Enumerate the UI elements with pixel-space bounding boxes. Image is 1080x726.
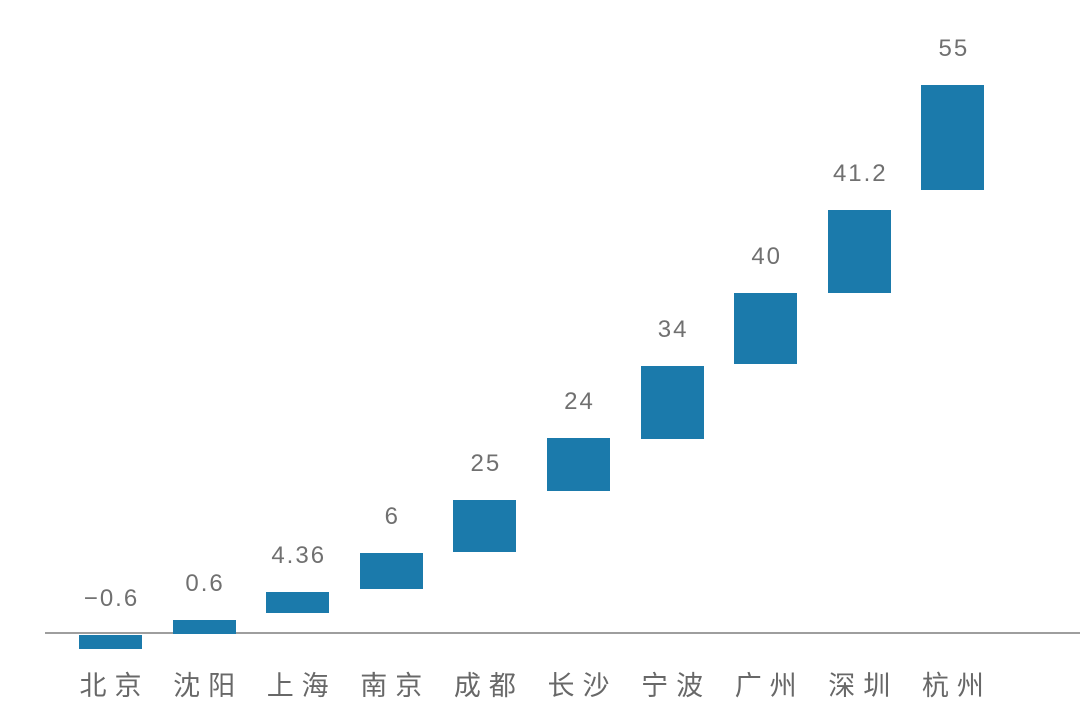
value-label: 4.36: [271, 542, 327, 569]
category-label: 成都: [453, 671, 524, 701]
value-label: −0.6: [83, 585, 140, 612]
bar: [547, 438, 610, 491]
bar: [640, 366, 704, 439]
bar: [266, 592, 330, 613]
category-label: 上海: [266, 671, 337, 701]
value-label: 24: [564, 388, 595, 415]
x-axis-line: [45, 632, 1080, 634]
bar: [921, 85, 985, 190]
category-label: 杭州: [921, 671, 992, 701]
value-label: 40: [751, 243, 783, 270]
category-label: 长沙: [547, 671, 618, 701]
bar: [359, 553, 423, 589]
bar: [827, 210, 891, 293]
value-label: 6: [384, 503, 400, 530]
value-label: 34: [657, 316, 689, 343]
category-label: 南京: [360, 671, 431, 701]
bar: [453, 500, 517, 552]
value-label: 55: [938, 35, 970, 62]
category-label: 北京: [79, 671, 150, 701]
value-label: 41.2: [832, 160, 888, 187]
bar: [172, 620, 236, 634]
category-label: 广州: [734, 671, 805, 701]
category-label: 宁波: [641, 671, 712, 701]
bar: [734, 293, 798, 364]
bar: [79, 635, 142, 649]
value-label: 25: [470, 450, 502, 477]
value-label: 0.6: [185, 570, 225, 597]
category-label: 沈阳: [173, 671, 244, 701]
category-label: 深圳: [828, 671, 899, 701]
